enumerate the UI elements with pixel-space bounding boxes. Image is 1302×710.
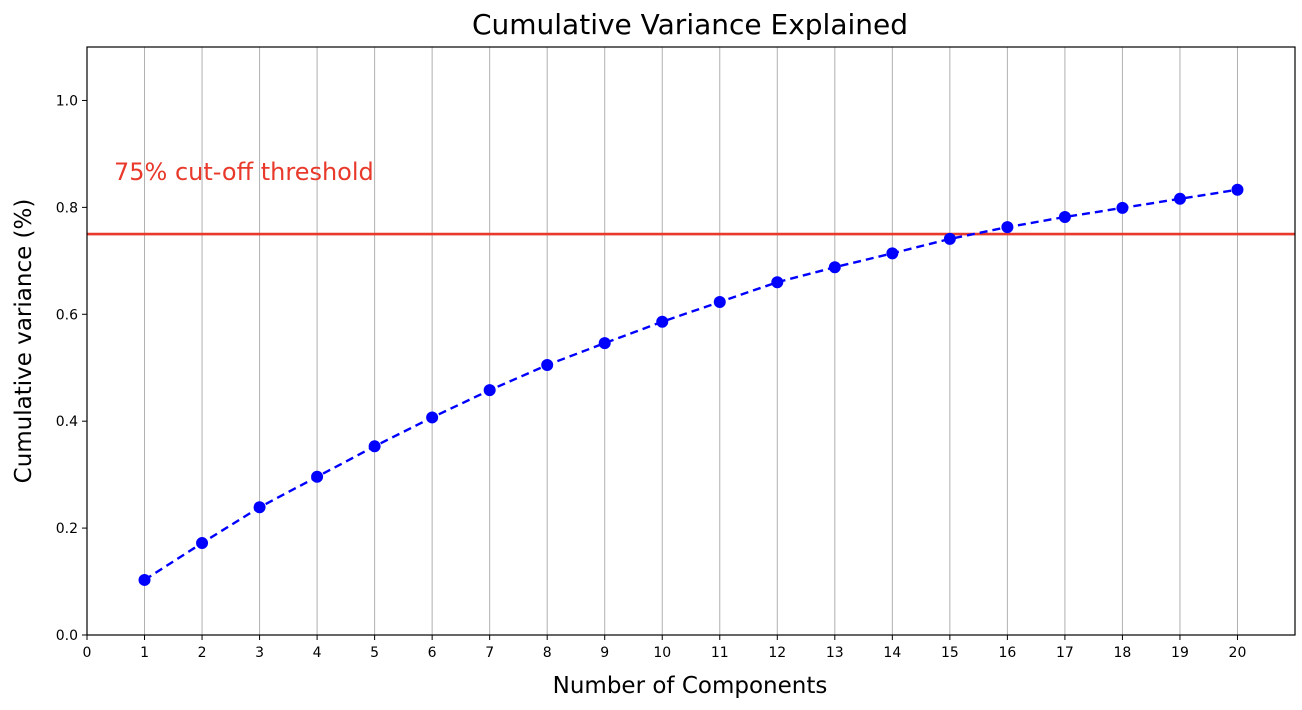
x-tick-label-6: 6 (428, 645, 437, 661)
data-point-4 (311, 470, 324, 483)
x-tick-label-18: 18 (1114, 645, 1132, 661)
series-line-0 (143, 188, 1238, 581)
x-tick-label-3: 3 (255, 645, 264, 661)
x-tick-label-8: 8 (543, 645, 552, 661)
x-tick-label-0: 0 (83, 645, 92, 661)
threshold-annotation: 75% cut-off threshold (114, 158, 374, 186)
y-axis-label: Cumulative variance (%) (11, 199, 37, 484)
data-point-6 (426, 411, 439, 424)
y-tick-label-2: 0.4 (56, 414, 78, 430)
plot-frame (86, 46, 1296, 636)
y-tick-label-3: 0.6 (56, 307, 78, 323)
data-point-15 (943, 232, 956, 245)
x-tick-label-20: 20 (1229, 645, 1247, 661)
data-point-18 (1116, 201, 1129, 214)
data-point-5 (368, 440, 381, 453)
x-tick-label-1: 1 (140, 645, 149, 661)
grid-lines (144, 47, 1238, 635)
y-tick-label-4: 0.8 (56, 200, 78, 216)
data-point-7 (483, 384, 496, 397)
data-point-16 (1001, 221, 1014, 234)
x-tick-label-15: 15 (941, 645, 959, 661)
x-tick-label-7: 7 (485, 645, 494, 661)
x-tick-label-16: 16 (998, 645, 1016, 661)
data-point-1 (138, 573, 151, 586)
x-tick-label-10: 10 (653, 645, 671, 661)
x-axis-label: Number of Components (553, 673, 828, 699)
x-tick-label-19: 19 (1171, 645, 1189, 661)
data-point-3 (253, 501, 266, 514)
x-tick-label-12: 12 (768, 645, 786, 661)
data-point-19 (1173, 192, 1186, 205)
data-point-20 (1231, 183, 1244, 196)
y-tick-label-0: 0.0 (56, 628, 78, 644)
x-tick-label-17: 17 (1056, 645, 1074, 661)
x-tick-label-2: 2 (198, 645, 207, 661)
data-point-17 (1058, 210, 1071, 223)
data-point-8 (541, 359, 554, 372)
data-point-2 (196, 537, 209, 550)
data-point-12 (771, 276, 784, 289)
x-tick-label-9: 9 (600, 645, 609, 661)
data-point-10 (656, 315, 669, 328)
data-point-13 (828, 261, 841, 274)
y-tick-label-5: 1.0 (56, 93, 78, 109)
data-point-11 (713, 295, 726, 308)
y-tick-label-1: 0.2 (56, 521, 78, 537)
x-tick-label-13: 13 (826, 645, 844, 661)
x-tick-label-11: 11 (711, 645, 729, 661)
x-tick-label-14: 14 (883, 645, 901, 661)
data-point-9 (598, 337, 611, 350)
x-tick-label-4: 4 (313, 645, 322, 661)
data-point-14 (886, 247, 899, 260)
axes: 0 1 2 3 4 5 6 7 8 9 10 11 12 13 14 15 16 17 18 19 200.00.20.… (56, 46, 1296, 661)
x-tick-label-5: 5 (370, 645, 379, 661)
chart-title: Cumulative Variance Explained (472, 8, 908, 41)
series-group (138, 183, 1244, 586)
